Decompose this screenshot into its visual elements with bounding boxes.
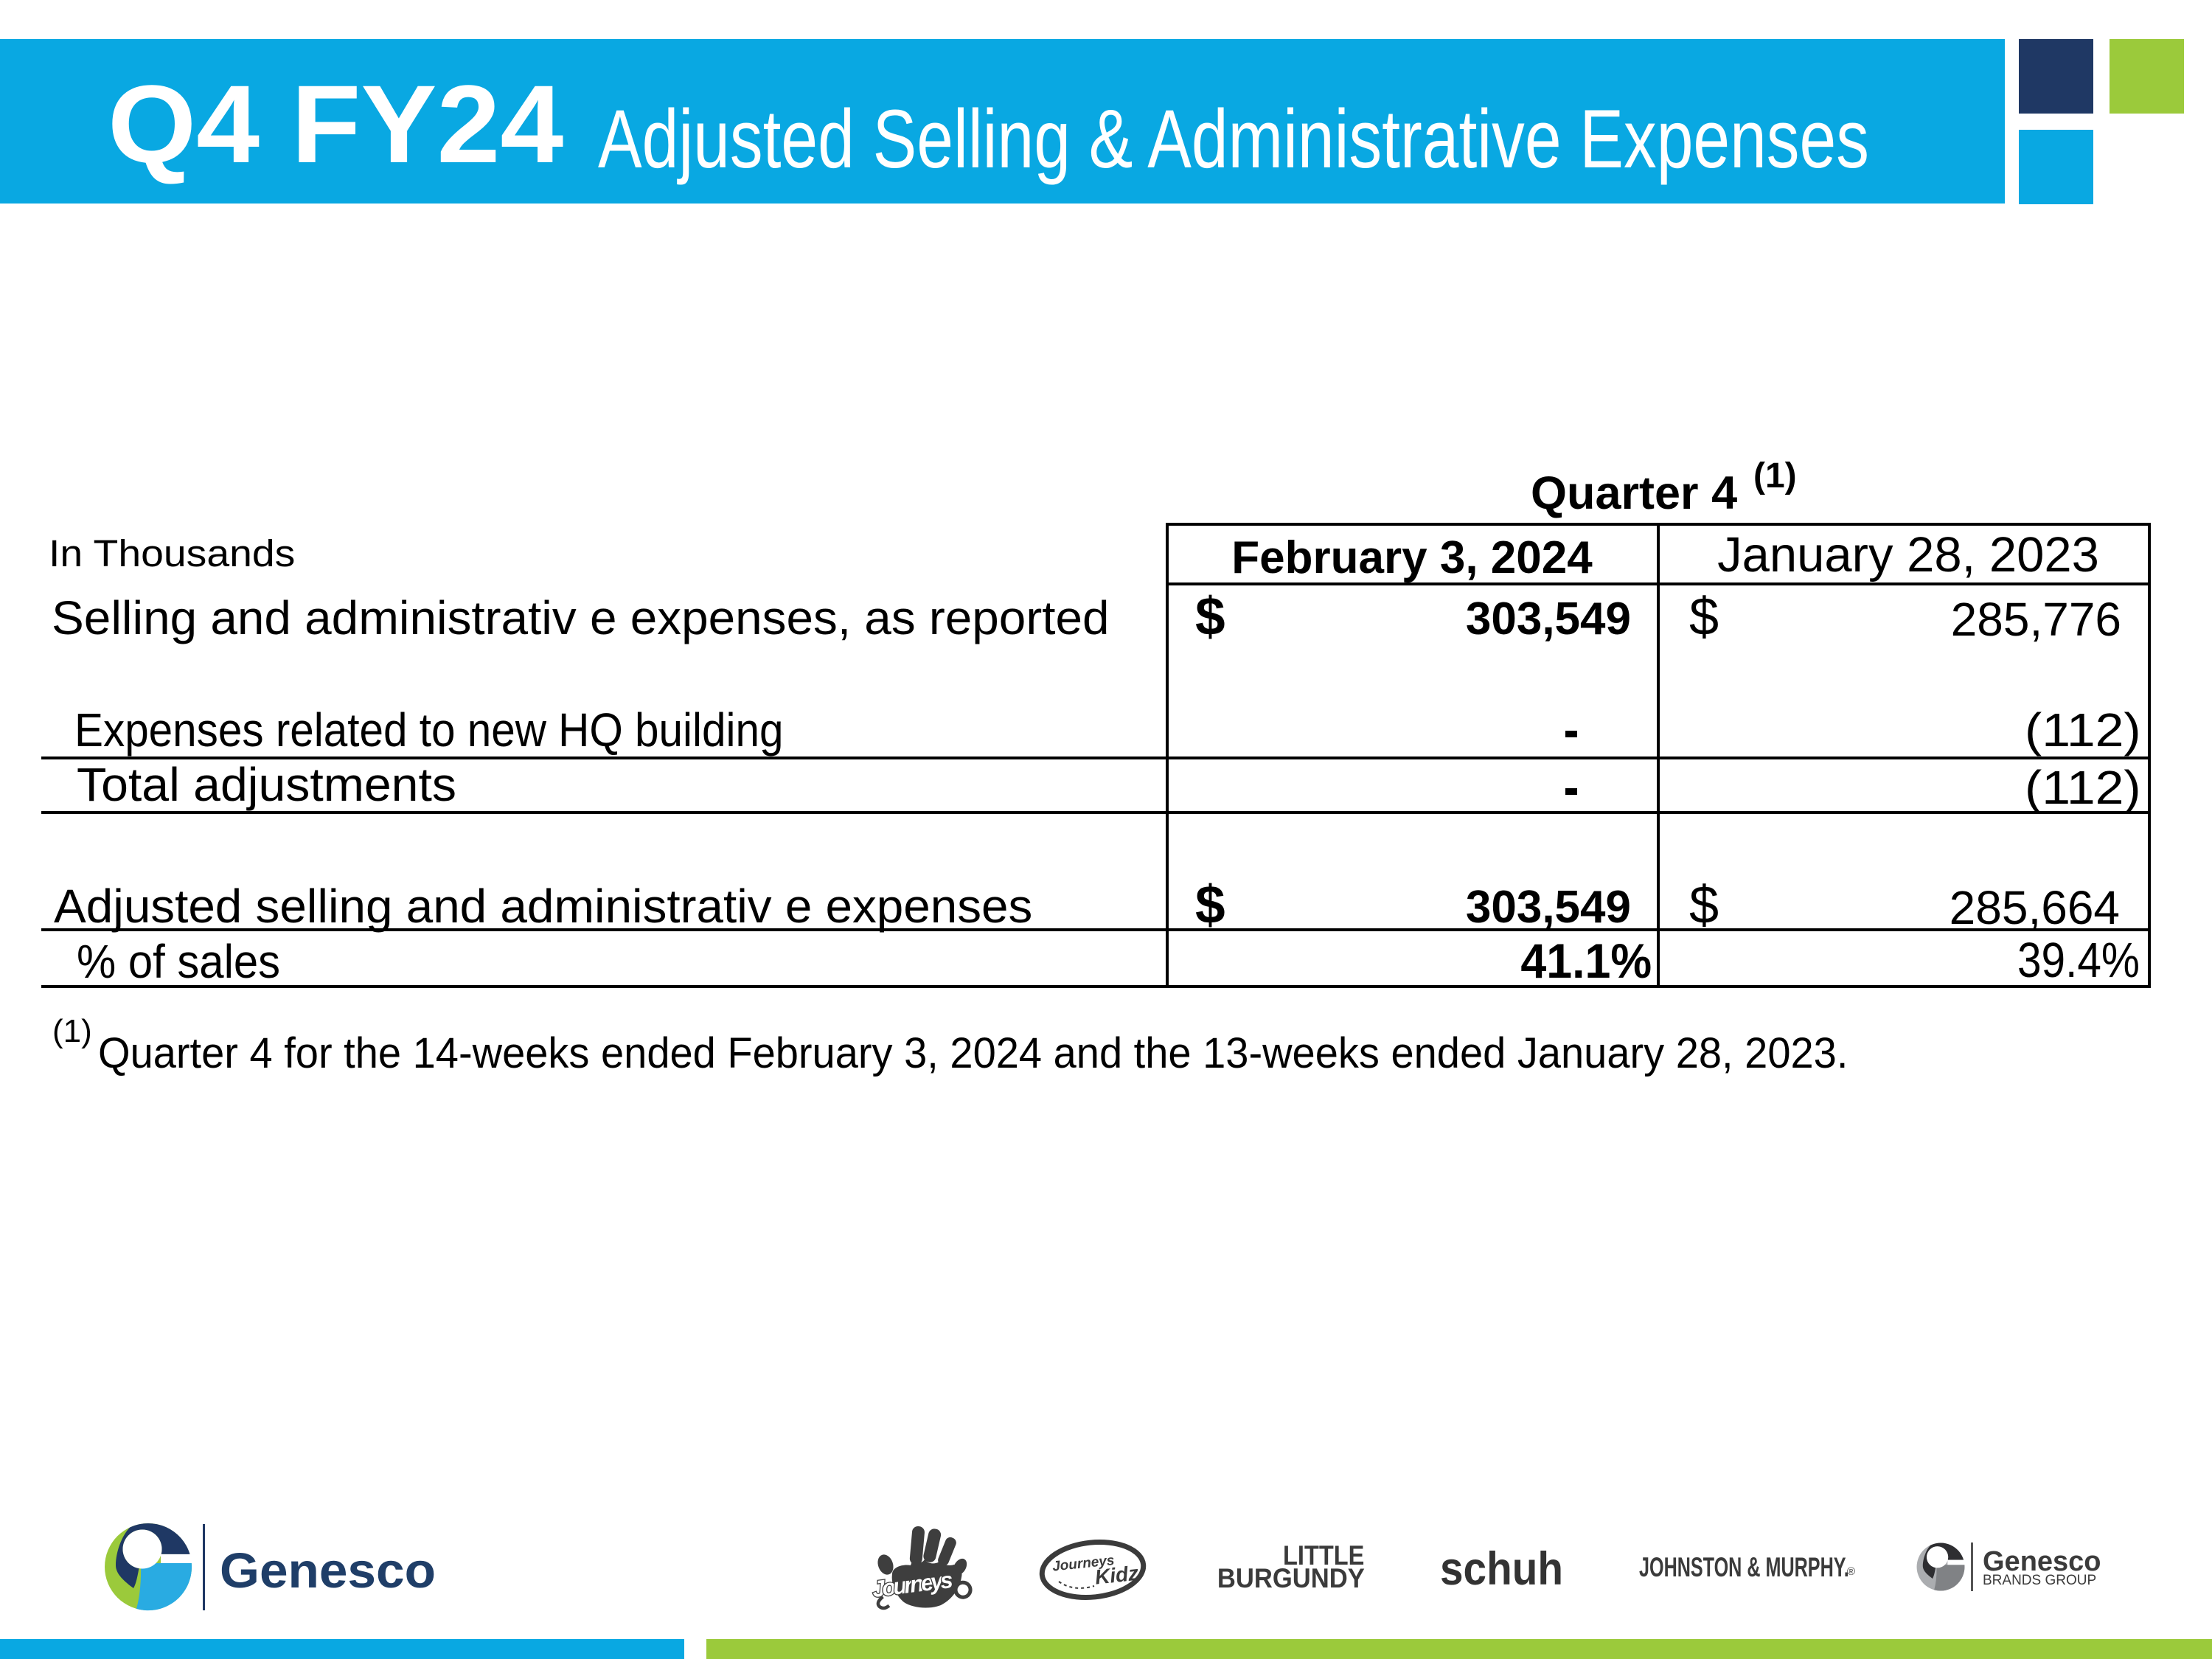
svg-text:Kidz: Kidz bbox=[1093, 1562, 1139, 1589]
